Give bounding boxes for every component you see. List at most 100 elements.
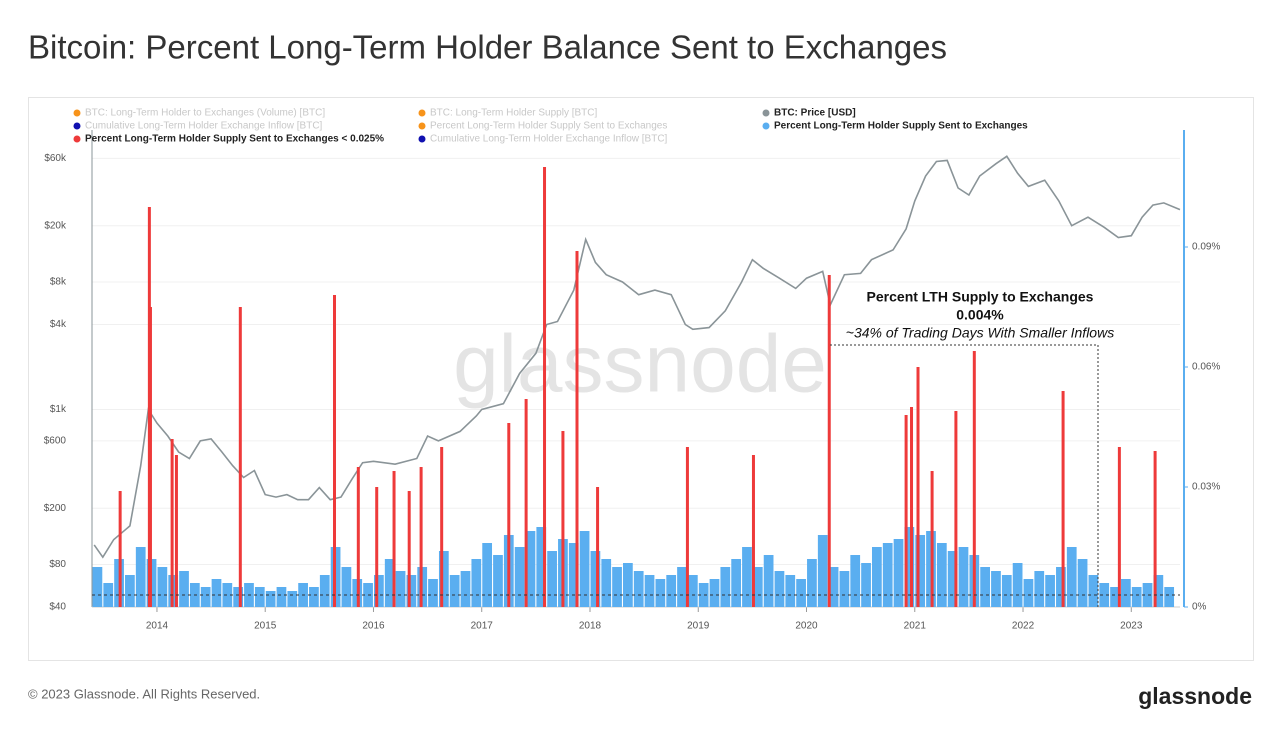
- bar: [211, 579, 222, 607]
- footer: © 2023 Glassnode. All Rights Reserved.: [28, 686, 260, 701]
- spike: [170, 439, 174, 607]
- y-tick-label: $60k: [44, 153, 67, 164]
- legend-dot: [73, 122, 81, 130]
- bar: [1066, 547, 1077, 607]
- bar: [135, 547, 146, 607]
- bar: [774, 571, 785, 607]
- bar: [763, 555, 774, 607]
- x-tick-label: 2018: [579, 621, 602, 632]
- bar: [612, 567, 622, 607]
- spike: [332, 295, 336, 607]
- bar: [233, 587, 244, 607]
- bar: [525, 531, 536, 607]
- x-tick-label: 2021: [904, 621, 927, 632]
- spike: [1061, 391, 1065, 607]
- bar: [276, 587, 287, 607]
- spike: [596, 487, 600, 607]
- spike: [507, 423, 511, 607]
- spike: [1153, 451, 1157, 607]
- spike: [407, 491, 411, 607]
- y-tick-label: $80: [49, 559, 66, 570]
- spike: [356, 467, 360, 607]
- y2-tick-label: 0%: [1192, 602, 1207, 613]
- bar: [568, 543, 579, 607]
- bar: [179, 571, 189, 607]
- bar: [309, 587, 319, 607]
- bar: [482, 543, 493, 607]
- x-tick-label: 2023: [1120, 621, 1143, 632]
- bar: [623, 563, 633, 607]
- legend-label: BTC: Long-Term Holder Supply [BTC]: [430, 108, 598, 119]
- x-tick-label: 2017: [471, 621, 494, 632]
- bar: [991, 571, 1001, 607]
- bar: [1012, 563, 1023, 607]
- bar: [709, 579, 720, 607]
- bar: [579, 531, 590, 607]
- bar: [1153, 575, 1164, 607]
- spike: [392, 471, 396, 607]
- bar: [807, 559, 817, 607]
- x-tick-label: 2015: [254, 621, 277, 632]
- watermark: glassnode: [453, 319, 827, 410]
- bar: [428, 579, 438, 607]
- y-tick-label: $40: [49, 602, 66, 613]
- y2-tick-label: 0.09%: [1192, 242, 1220, 253]
- bar: [287, 591, 298, 607]
- bar: [200, 587, 211, 607]
- bar: [817, 535, 828, 607]
- bar: [493, 555, 503, 607]
- bar: [687, 575, 698, 607]
- bar: [319, 575, 330, 607]
- spike: [118, 491, 122, 607]
- spike: [524, 399, 528, 607]
- bar: [1131, 587, 1142, 607]
- legend-dot: [418, 122, 426, 130]
- bar: [1056, 567, 1066, 607]
- y-tick-label: $200: [44, 503, 67, 514]
- y-tick-label: $20k: [44, 220, 67, 231]
- bar: [915, 535, 926, 607]
- spike: [174, 455, 178, 607]
- bar: [742, 547, 752, 607]
- bar: [958, 547, 969, 607]
- x-tick-label: 2016: [362, 621, 385, 632]
- bar: [947, 551, 958, 607]
- y-tick-label: $600: [44, 436, 67, 447]
- plot: $40 $80 $200 $600 $1k $4k $8k $20k $60k 0% 0.03% 0.…: [44, 130, 1220, 632]
- bar: [633, 571, 644, 607]
- spike: [561, 431, 565, 607]
- bar: [341, 567, 352, 607]
- legend-label: Percent Long-Term Holder Supply Sent to …: [85, 134, 384, 145]
- spike: [916, 367, 920, 607]
- chart-title: Bitcoin: Percent Long-Term Holder Balanc…: [28, 29, 947, 66]
- bar: [882, 543, 893, 607]
- spike: [751, 455, 755, 607]
- annotation-note: ~34% of Trading Days With Smaller Inflow…: [846, 325, 1114, 341]
- legend-dot: [73, 135, 81, 143]
- panel: [28, 97, 1254, 661]
- legend-dot: [762, 122, 770, 130]
- bar: [1120, 579, 1131, 607]
- bar: [904, 527, 915, 607]
- bar: [980, 567, 991, 607]
- bar: [92, 567, 103, 607]
- bar: [839, 571, 850, 607]
- spike: [375, 487, 379, 607]
- legend-label: BTC: Long-Term Holder to Exchanges (Volu…: [85, 108, 325, 119]
- spike: [1117, 447, 1121, 607]
- legend-label: Percent Long-Term Holder Supply Sent to …: [774, 121, 1028, 132]
- bar: [374, 575, 384, 607]
- annotation-value: 0.004%: [956, 307, 1004, 323]
- bar: [698, 583, 709, 607]
- logo: glassnode: [1138, 683, 1252, 709]
- spike: [543, 167, 547, 607]
- bar: [1099, 583, 1110, 607]
- spike: [827, 275, 831, 607]
- bar: [460, 571, 471, 607]
- y-tick-label: $8k: [50, 277, 67, 288]
- bar: [828, 567, 839, 607]
- bar: [1142, 583, 1153, 607]
- bar: [103, 583, 114, 607]
